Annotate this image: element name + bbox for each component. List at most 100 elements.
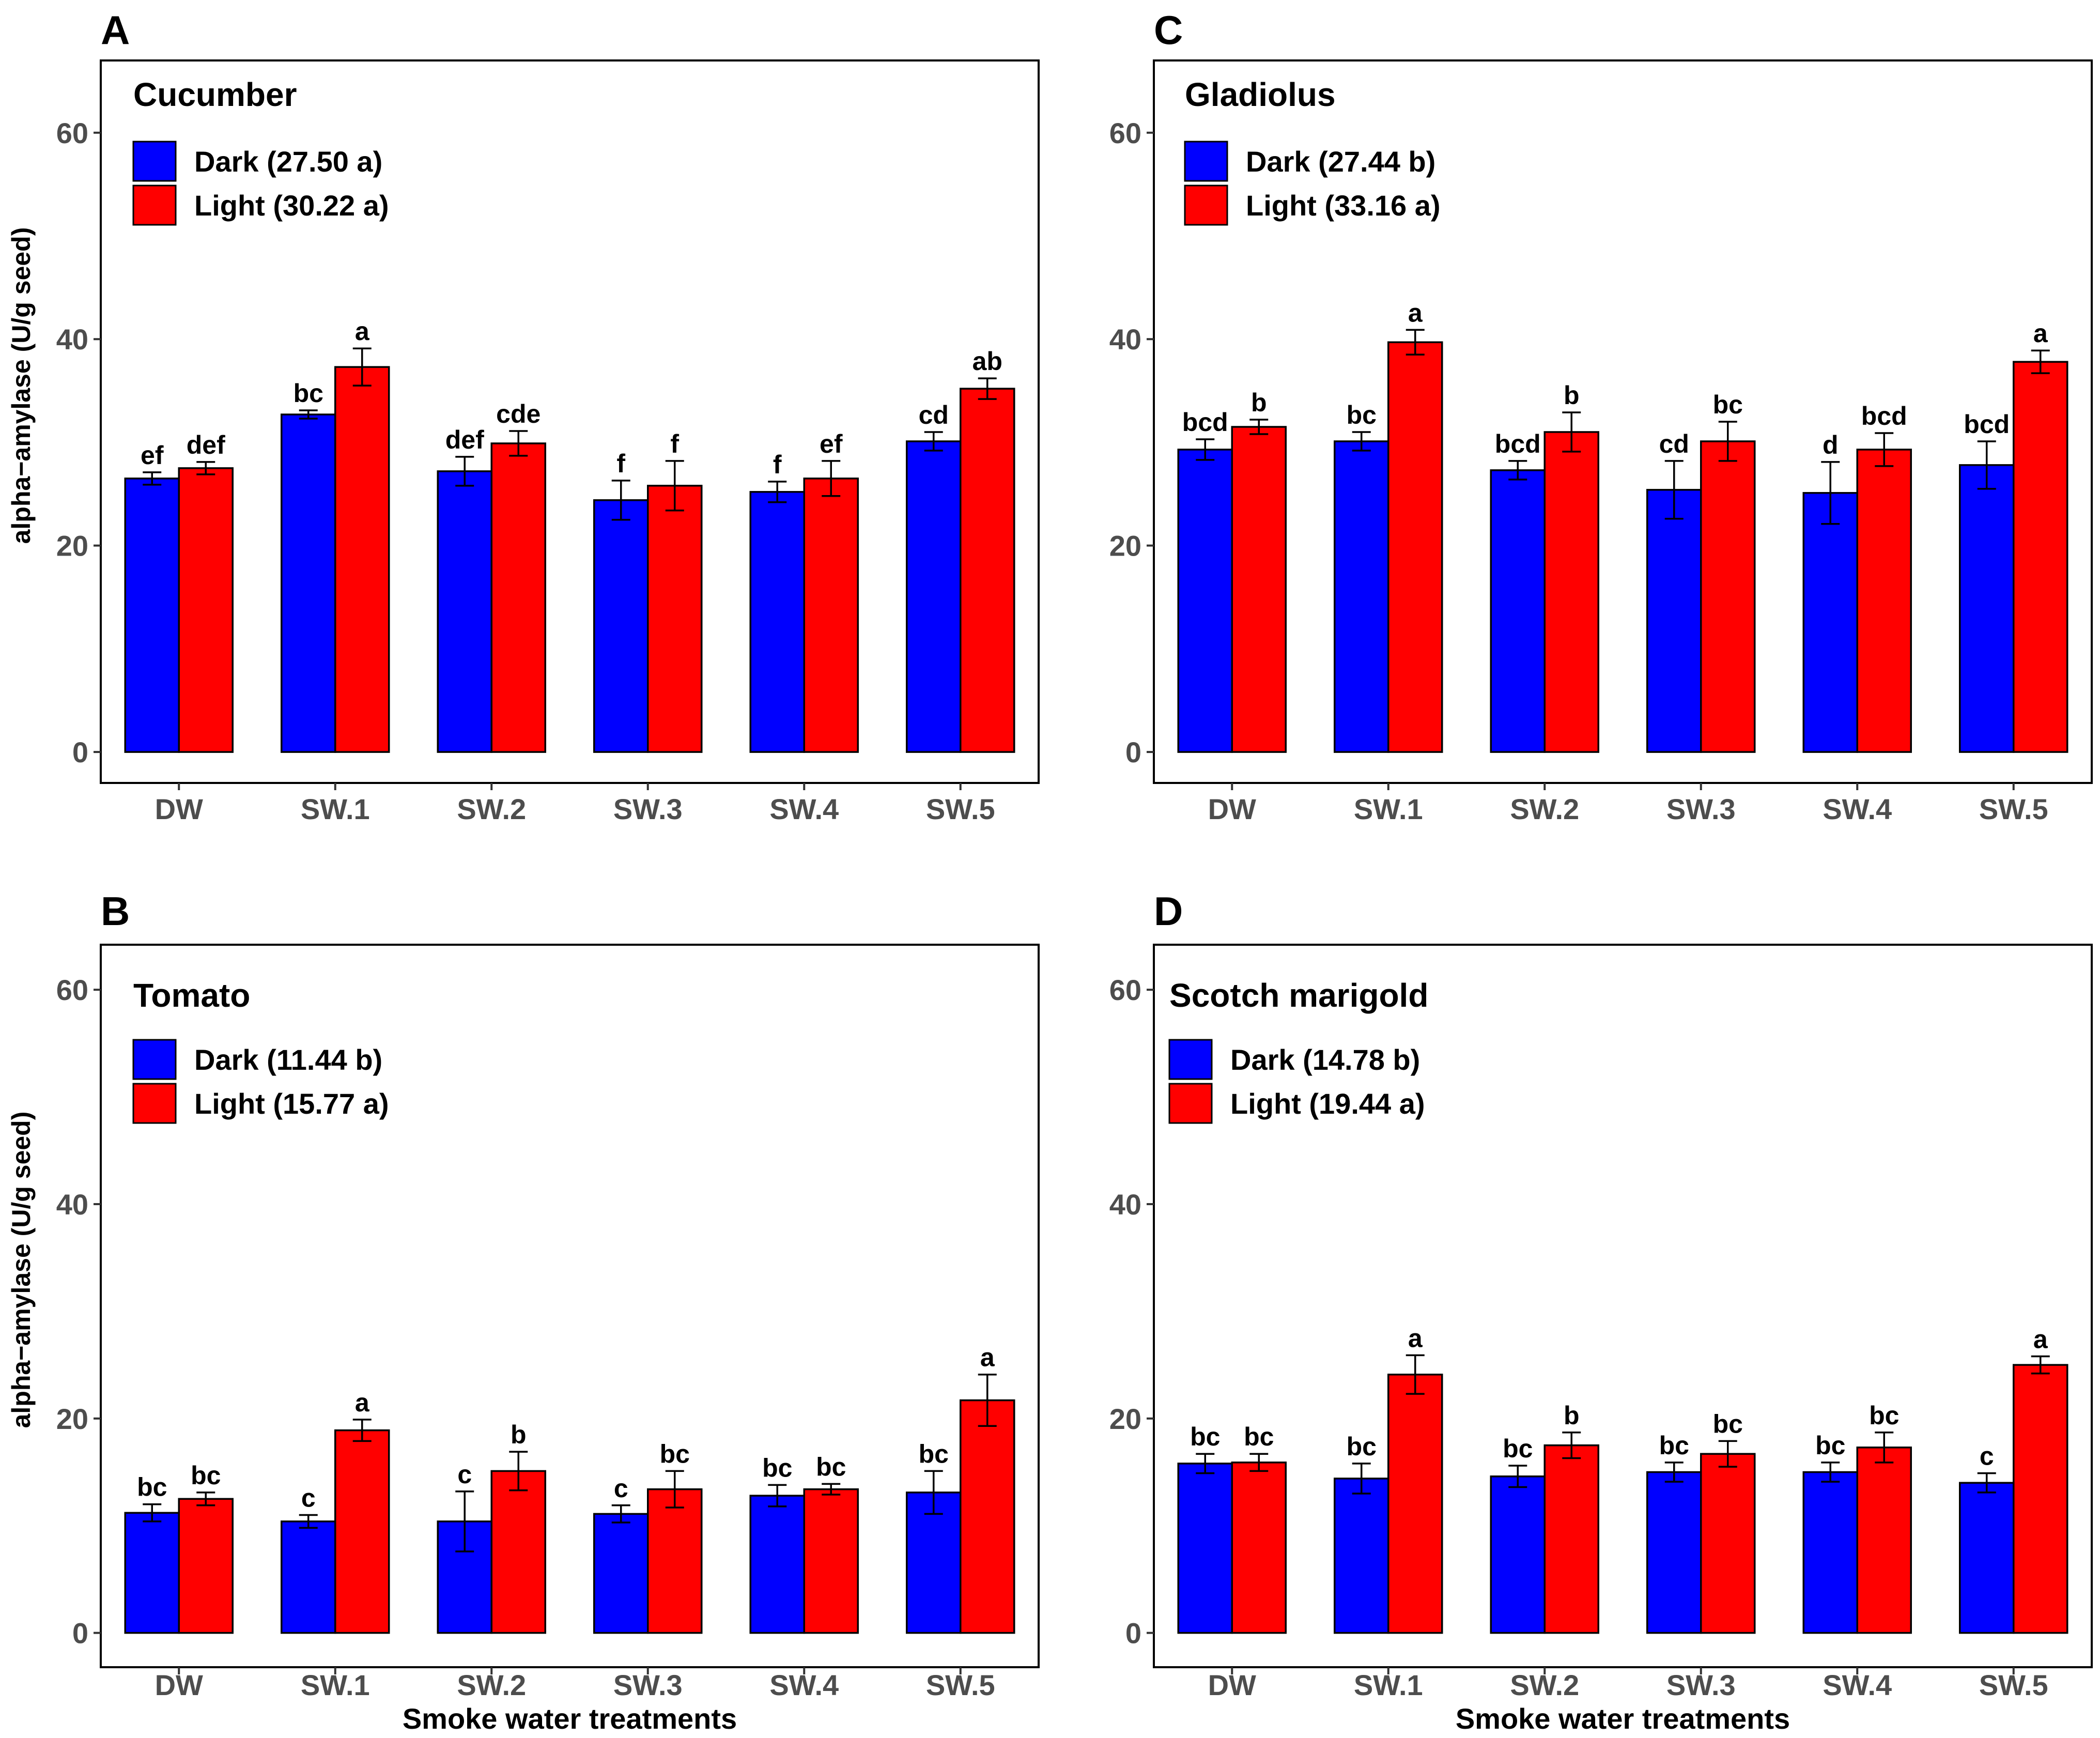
bar-dark-sw.2 — [1490, 1475, 1546, 1634]
x-tick-label: DW — [155, 793, 203, 825]
y-axis-label: alpha−amylase (U/g seed) — [7, 1112, 36, 1428]
significance-letter: bc — [191, 1461, 221, 1490]
y-tick-label: 40 — [1109, 1188, 1141, 1221]
legend-swatch-dark — [132, 1039, 177, 1080]
bar-light-sw.1 — [334, 1429, 390, 1634]
bar-dark-sw.2 — [437, 470, 492, 753]
significance-letter: b — [1564, 1401, 1580, 1430]
legend-swatch-dark — [1168, 1039, 1213, 1080]
legend-swatch-light — [1184, 184, 1228, 226]
significance-letter: c — [457, 1460, 472, 1489]
significance-letter: d — [1823, 430, 1839, 459]
significance-letter: bcd — [1495, 429, 1541, 458]
bar-light-sw.5 — [2013, 361, 2068, 753]
y-tick-label: 60 — [1109, 117, 1141, 149]
significance-letter: f — [670, 429, 679, 458]
chart-title: Cucumber — [133, 76, 297, 113]
y-tick-label: 0 — [1125, 1617, 1141, 1650]
chart-title: Scotch marigold — [1169, 977, 1428, 1014]
significance-letter: bcd — [1861, 402, 1907, 430]
significance-letter: ef — [820, 429, 843, 458]
significance-letter: a — [355, 317, 370, 346]
bar-dark-dw — [124, 478, 180, 753]
legend-label-light: Light (19.44 a) — [1230, 1087, 1425, 1120]
bar-dark-sw.1 — [281, 1520, 336, 1634]
panel-letter: C — [1154, 7, 1183, 53]
x-tick-label: SW.4 — [769, 793, 839, 825]
bar-light-sw.3 — [647, 1488, 703, 1634]
x-tick-label: SW.3 — [613, 1669, 683, 1701]
bar-light-dw — [178, 467, 234, 753]
significance-letter: def — [445, 425, 484, 454]
significance-letter: bc — [816, 1452, 846, 1481]
x-tick-label: SW.2 — [1510, 793, 1579, 825]
significance-letter: bc — [1713, 1409, 1743, 1438]
plot-frame — [1153, 944, 2093, 1668]
bar-light-sw.4 — [1856, 449, 1912, 753]
bar-dark-sw.4 — [1802, 1471, 1858, 1634]
x-tick-label: SW.1 — [1354, 793, 1423, 825]
significance-letter: bc — [1503, 1434, 1533, 1463]
panel-letter: B — [101, 888, 130, 934]
bar-light-dw — [1231, 1462, 1287, 1634]
significance-letter: bc — [294, 379, 323, 408]
y-tick-label: 60 — [1109, 974, 1141, 1006]
panel-letter: D — [1154, 888, 1183, 934]
x-tick-label: SW.4 — [1823, 1669, 1892, 1701]
bar-light-sw.2 — [1543, 431, 1599, 753]
significance-letter: bcd — [1964, 410, 2010, 439]
bar-dark-sw.5 — [1959, 464, 2015, 753]
bar-light-sw.2 — [490, 1470, 546, 1634]
bar-dark-sw.3 — [593, 499, 649, 753]
bar-dark-sw.3 — [593, 1513, 649, 1634]
x-tick-label: SW.2 — [1510, 1669, 1579, 1701]
panel-a: A 0 20 40 60 DW SW.1 SW.2 SW.3 SW.4 SW.5 ef bc def f f c… — [7, 7, 1040, 825]
bar-light-sw.1 — [1387, 341, 1443, 753]
bar-dark-dw — [1177, 1463, 1233, 1634]
significance-letter: bc — [1190, 1422, 1220, 1451]
x-tick-label: DW — [1208, 1669, 1256, 1701]
bar-light-sw.3 — [1700, 1453, 1756, 1634]
significance-letter: c — [1980, 1442, 1994, 1471]
legend-label-dark: Dark (27.50 a) — [194, 145, 382, 178]
significance-letter: bc — [1244, 1422, 1274, 1451]
legend-swatch-dark — [1184, 141, 1228, 182]
bar-light-sw.5 — [960, 388, 1015, 753]
bar-light-sw.2 — [490, 442, 546, 753]
significance-letter: ab — [972, 347, 1002, 376]
x-tick-label: SW.5 — [1979, 793, 2048, 825]
y-tick-label: 20 — [1109, 1403, 1141, 1435]
x-axis-label: Smoke water treatments — [403, 1702, 737, 1735]
significance-letter: b — [511, 1420, 527, 1449]
bar-dark-sw.1 — [281, 413, 336, 753]
x-tick-label: DW — [155, 1669, 203, 1701]
x-tick-label: SW.5 — [926, 1669, 995, 1701]
x-tick-label: SW.5 — [1979, 1669, 2048, 1701]
bar-dark-sw.4 — [1802, 492, 1858, 753]
significance-letter: a — [2033, 1325, 2048, 1354]
legend-label-dark: Dark (27.44 b) — [1246, 145, 1435, 178]
bar-dark-sw.1 — [1334, 440, 1389, 753]
legend-swatch-light — [132, 1083, 177, 1124]
bar-light-sw.1 — [1387, 1373, 1443, 1634]
y-tick-label: 60 — [56, 117, 88, 149]
significance-letter: a — [2033, 319, 2048, 348]
significance-letter: cd — [919, 401, 949, 429]
x-tick-label: SW.1 — [301, 793, 370, 825]
legend-label-dark: Dark (14.78 b) — [1230, 1043, 1420, 1076]
legend-label-light: Light (15.77 a) — [194, 1087, 389, 1120]
y-tick-label: 0 — [72, 736, 88, 768]
x-tick-label: SW.3 — [613, 793, 683, 825]
y-tick-label: 20 — [1109, 530, 1141, 562]
y-tick-label: 0 — [72, 1617, 88, 1650]
y-tick-label: 40 — [56, 1188, 88, 1221]
significance-letter: f — [616, 449, 625, 478]
significance-letter: bc — [1713, 390, 1743, 419]
bar-dark-sw.4 — [749, 1495, 805, 1634]
y-tick-label: 40 — [56, 323, 88, 356]
significance-letter: c — [614, 1474, 628, 1503]
significance-letter: a — [1408, 1324, 1423, 1352]
plot-frame — [100, 944, 1040, 1668]
